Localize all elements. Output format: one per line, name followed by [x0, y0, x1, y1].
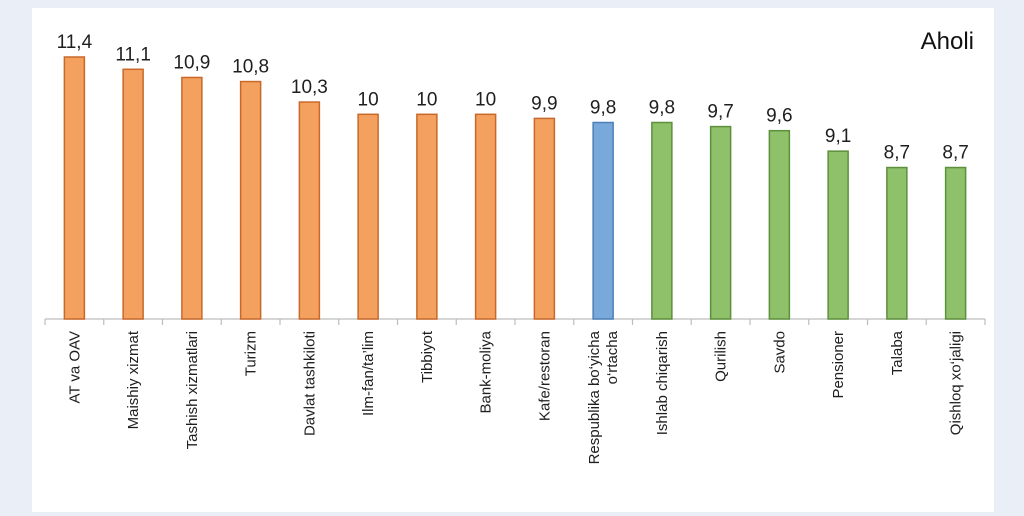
category-label: AT va OAV — [66, 331, 83, 404]
chart-title: Aholi — [921, 28, 974, 55]
category-label: Maishiy xizmat — [125, 330, 142, 429]
category-label: Bank-moliya — [478, 330, 495, 413]
bar — [709, 125, 732, 320]
category-label: Pensioner — [830, 331, 847, 399]
bar-value-label: 11,4 — [57, 32, 93, 53]
bar — [357, 113, 379, 320]
bar — [63, 56, 86, 320]
bar — [239, 80, 262, 320]
bar-value-label: 9,1 — [825, 126, 851, 147]
bar-value-label: 10,9 — [173, 52, 210, 73]
bar — [181, 76, 203, 320]
bar — [768, 129, 791, 320]
bar-value-label: 11,1 — [115, 44, 151, 65]
bar-value-label: 9,8 — [590, 98, 616, 119]
tick-marks-group — [44, 319, 986, 325]
category-labels-group: AT va OAV Maishiy xizmat Tashish xizmatlar… — [66, 330, 964, 464]
bar — [651, 121, 673, 320]
category-label: Kafe/restoran — [536, 331, 553, 421]
bar — [886, 166, 908, 320]
bar-value-label: 10,3 — [291, 77, 328, 98]
bars-group — [63, 56, 967, 320]
bar-value-label: 10 — [475, 89, 496, 110]
category-label: Tashish xizmatlari — [184, 331, 201, 449]
bar — [944, 166, 967, 320]
bar — [122, 68, 144, 320]
bar-value-label: 9,8 — [649, 98, 675, 119]
category-label: Turizm — [243, 331, 260, 376]
bar — [827, 150, 849, 320]
category-label: Ishlab chiqarish — [654, 331, 671, 435]
category-label: Ilm-fan/ta’lim — [360, 331, 377, 416]
category-label: Tibbiyot — [419, 330, 436, 383]
bar-value-label: 10,8 — [232, 57, 269, 78]
bar — [592, 121, 614, 320]
bar — [533, 117, 556, 320]
bar-value-label: 8,7 — [884, 143, 910, 164]
bar-value-label: 10 — [416, 89, 437, 110]
bar-value-label: 9,7 — [707, 102, 733, 123]
category-label: Qishloq xo‘jaligi — [948, 331, 965, 435]
bar-value-label: 8,7 — [942, 143, 968, 164]
chart-panel: Aholi 11,4 11,1 10,9 10,8 10,3 10 10 10 9,9 9,8 9,… — [32, 8, 994, 512]
category-label: Savdo — [771, 331, 788, 374]
value-labels-group: 11,4 11,1 10,9 10,8 10,3 10 10 10 9,9 9,8 9,8 9,7 9,… — [57, 32, 969, 164]
category-label: Qurilish — [713, 331, 730, 382]
bar — [298, 101, 321, 320]
bar-value-label: 9,9 — [531, 93, 557, 114]
bar-value-label: 9,6 — [766, 106, 792, 127]
category-label: Respublika bo‘yichao‘rtacha — [586, 330, 621, 464]
bar-chart: Aholi 11,4 11,1 10,9 10,8 10,3 10 10 10 9,9 9,8 9,… — [44, 28, 986, 464]
bar — [474, 113, 497, 320]
category-label: Davlat tashkiloti — [301, 331, 318, 436]
bar-value-label: 10 — [358, 89, 379, 110]
category-label: Talaba — [889, 330, 906, 375]
bar — [416, 113, 438, 320]
